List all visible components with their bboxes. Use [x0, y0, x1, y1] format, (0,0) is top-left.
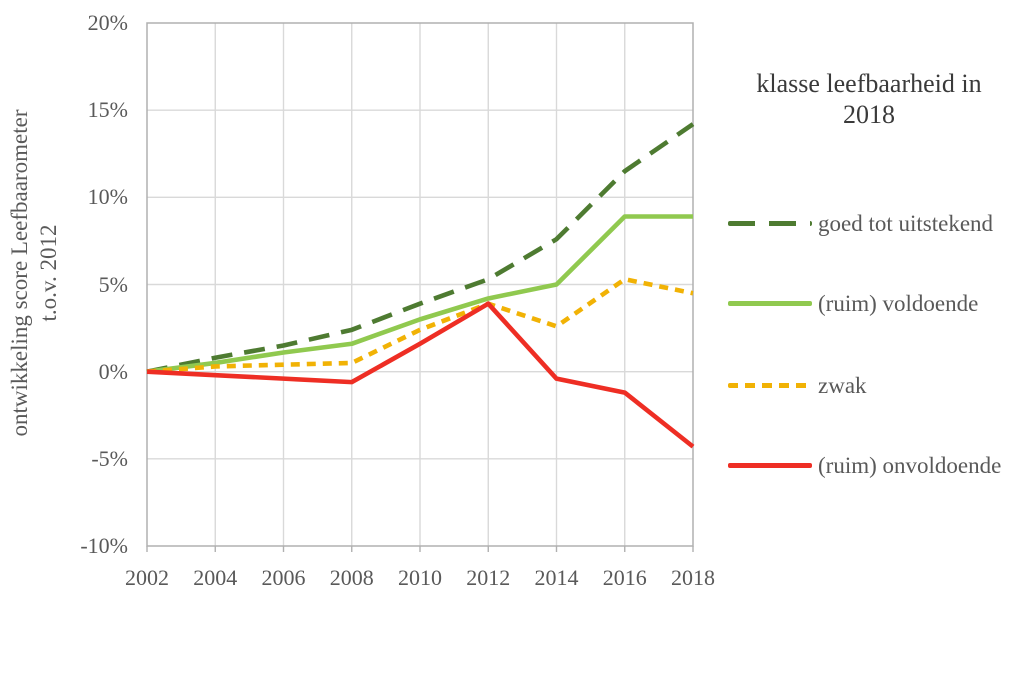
x-tick-label: 2002: [125, 565, 169, 590]
series-line-ruim-voldoende: [146, 214, 693, 374]
legend-item-label: zwak: [818, 373, 867, 398]
legend-item: zwak: [728, 370, 1028, 402]
series-line-goed-tot-uitstekend: [146, 122, 695, 374]
y-tick-label: 20%: [87, 10, 128, 35]
y-tick-label: 10%: [87, 184, 128, 210]
series-line-zwak: [146, 276, 694, 374]
y-tick-label: -10%: [80, 533, 128, 558]
y-tick-label: -5%: [91, 445, 128, 471]
x-tick-label: 2012: [466, 565, 511, 590]
series-line-ruim-onvoldoende: [146, 301, 695, 449]
x-tick-label: 2006: [261, 565, 306, 590]
legend: klasse leefbaarheid in 2018 goed tot uit…: [720, 60, 1030, 560]
y-tick-label: 15%: [87, 97, 128, 123]
x-tick-label: 2018: [671, 565, 715, 590]
legend-item-label: goed tot uitstekend: [818, 211, 994, 236]
legend-item-label: (ruim) onvoldoende: [818, 453, 1002, 478]
x-tick-label: 2010: [398, 565, 442, 590]
legend-title: klasse leefbaarheid in 2018: [756, 69, 982, 129]
legend-item: (ruim) voldoende: [728, 288, 1028, 320]
legend-line-sample: [728, 463, 812, 468]
y-tick-label: 5%: [98, 271, 128, 297]
legend-item-label: (ruim) voldoende: [818, 291, 979, 316]
legend-item: goed tot uitstekend: [728, 208, 1028, 240]
legend-line-sample: [728, 301, 812, 306]
legend-line-sample: [728, 221, 812, 226]
legend-line-sample: [728, 383, 812, 388]
y-tick-label: 0%: [98, 358, 128, 384]
x-tick-label: 2008: [329, 565, 374, 590]
x-tick-label: 2016: [602, 565, 647, 590]
x-tick-label: 2004: [193, 565, 238, 590]
x-tick-label: 2014: [534, 565, 579, 590]
legend-item: (ruim) onvoldoende: [728, 450, 1028, 482]
